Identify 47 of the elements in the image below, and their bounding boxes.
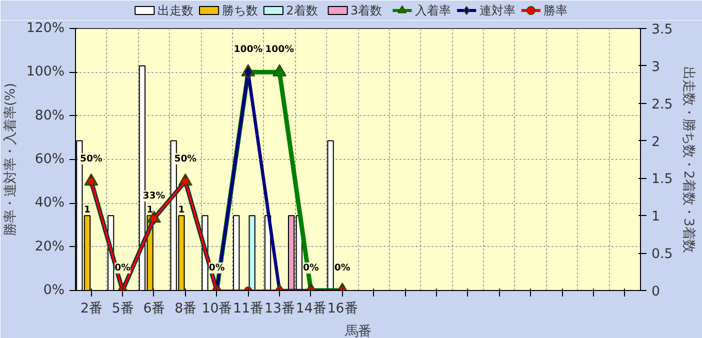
y-tick-label: 80% — [34, 108, 64, 124]
data-label: 0% — [303, 262, 320, 274]
y2-tick-label: 3 — [652, 60, 660, 75]
y-tick-label: 100% — [26, 64, 65, 80]
x-tick-label: 11番 — [233, 302, 264, 316]
y2-tick-label: 0 — [652, 284, 660, 300]
data-label: 100% — [234, 44, 264, 56]
legend-label: 3着数 — [350, 4, 382, 18]
data-label: 50% — [174, 153, 198, 164]
y2-tick-label: 1 — [652, 210, 660, 225]
y2-tick-label: 3.5 — [652, 22, 673, 38]
data-label: 1 — [178, 204, 185, 216]
data-label: 33% — [142, 190, 166, 202]
legend-label: 出走数 — [157, 4, 194, 18]
y-axis-title: 勝率・連対率・入着率(%) — [2, 82, 18, 236]
x-tick-label: 6番 — [143, 302, 165, 316]
y-tick-label: 0% — [43, 283, 65, 298]
y-tick-label: 40% — [34, 196, 64, 211]
data-label: 1 — [146, 204, 154, 216]
data-label: 0% — [114, 262, 132, 274]
x-tick-label: 5番 — [112, 302, 134, 316]
y2-axis-title: 出走数・勝ち数・2着数・3着数 — [680, 66, 697, 252]
data-label: 0% — [208, 262, 226, 274]
data-label: 100% — [265, 44, 295, 56]
y-tick-label: 120% — [26, 21, 65, 36]
data-label: 0% — [334, 262, 351, 274]
x-tick-label: 14番 — [296, 302, 326, 316]
point — [244, 66, 253, 79]
y-tick-label: 60% — [34, 152, 64, 167]
legend-label: 2着数 — [286, 4, 318, 18]
x-tick-label: 10番 — [202, 302, 232, 316]
x-tick-label: 16番 — [327, 302, 358, 316]
y2-tick-label: 2 — [652, 134, 660, 150]
data-label: 50% — [80, 153, 104, 164]
x-tick-label: 2番 — [80, 302, 102, 316]
x-tick-label: 13番 — [264, 302, 295, 316]
legend-label: 勝率 — [544, 4, 568, 18]
data-label: 1 — [84, 204, 91, 216]
y2-tick-label: 2.5 — [652, 97, 673, 112]
x-tick-label: 8番 — [174, 302, 196, 316]
y2-tick-label: 0.5 — [652, 247, 673, 262]
legend-label: 入着率 — [414, 4, 451, 18]
y-tick-label: 20% — [34, 239, 64, 254]
legend-label: 連対率 — [479, 4, 516, 18]
x-axis-title: 馬番 — [344, 324, 371, 338]
y2-tick-label: 1.5 — [652, 172, 673, 188]
legend-label: 勝ち数 — [222, 4, 258, 18]
